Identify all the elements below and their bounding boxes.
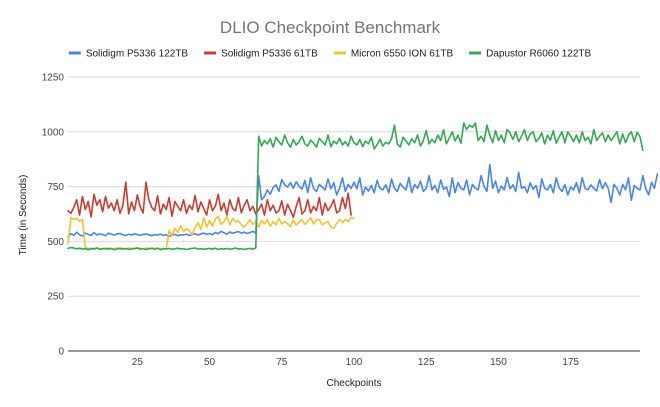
legend-label: Solidigm P5336 61TB bbox=[221, 49, 318, 60]
legend-label: Solidigm P5336 122TB bbox=[86, 49, 189, 60]
series-line bbox=[67, 122, 644, 251]
y-tick-label: 750 bbox=[47, 182, 64, 193]
legend-item: Solidigm P5336 122TB bbox=[68, 49, 189, 60]
series-line bbox=[67, 181, 352, 219]
legend-item: Micron 6550 ION 61TB bbox=[333, 49, 454, 60]
y-tick-label: 1000 bbox=[42, 127, 65, 138]
x-tick-label: 175 bbox=[562, 357, 579, 368]
y-tick-label: 0 bbox=[58, 347, 64, 358]
legend-item: Solidigm P5336 61TB bbox=[204, 49, 318, 60]
series-line bbox=[67, 215, 355, 250]
series-group bbox=[67, 122, 659, 251]
x-tick-label: 100 bbox=[346, 357, 363, 368]
chart-title: DLIO Checkpoint Benchmark bbox=[220, 18, 441, 37]
x-tick-label: 75 bbox=[276, 357, 288, 368]
grid bbox=[68, 76, 640, 297]
y-axis-ticks: 0 250 500 750 1000 1250 bbox=[42, 73, 65, 358]
y-tick-label: 1250 bbox=[42, 73, 65, 84]
legend-item: Dapustor R6060 122TB bbox=[469, 49, 592, 60]
x-axis-ticks: 25 50 75 100 125 150 175 bbox=[132, 357, 580, 368]
legend-label: Dapustor R6060 122TB bbox=[486, 49, 591, 60]
y-axis-title: Time (in Seconds) bbox=[18, 175, 29, 256]
x-tick-label: 150 bbox=[490, 357, 507, 368]
series-line bbox=[67, 163, 659, 238]
x-tick-label: 50 bbox=[204, 357, 216, 368]
legend: Solidigm P5336 122TB Solidigm P5336 61TB M… bbox=[68, 49, 592, 60]
x-tick-label: 125 bbox=[418, 357, 435, 368]
legend-label: Micron 6550 ION 61TB bbox=[351, 49, 454, 60]
y-tick-label: 250 bbox=[47, 292, 64, 303]
x-tick-label: 25 bbox=[132, 357, 144, 368]
y-tick-label: 500 bbox=[47, 237, 64, 248]
x-axis-title: Checkpoints bbox=[326, 378, 381, 389]
